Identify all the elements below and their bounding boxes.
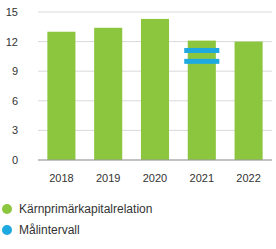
- y-tick-label: 6: [12, 95, 18, 107]
- plot-area: [47, 19, 262, 160]
- y-tick-label: 9: [12, 65, 18, 77]
- x-axis: [38, 160, 272, 161]
- y-tick-label: 3: [12, 124, 18, 136]
- x-tick-label: 2019: [96, 172, 120, 184]
- bar: [141, 19, 169, 160]
- x-tick-label: 2020: [143, 172, 167, 184]
- x-tick-label: 2022: [236, 172, 260, 184]
- bar: [47, 32, 75, 160]
- grid-line: [38, 160, 272, 161]
- target-interval-line: [184, 48, 219, 53]
- bar: [188, 41, 216, 160]
- x-tick-label: 2018: [49, 172, 73, 184]
- y-tick-label: 12: [6, 36, 18, 48]
- grid-line: [38, 12, 272, 13]
- target-interval-line: [184, 59, 219, 64]
- legend-label: Målintervall: [19, 223, 80, 237]
- bar: [235, 42, 263, 160]
- chart: 0 3 6 9 12 15 2018 2019 2020 2021 2022 Kärnprimärka…: [0, 0, 276, 249]
- legend-label: Kärnprimärkapitalrelation: [19, 202, 152, 216]
- x-tick-label: 2021: [190, 172, 214, 184]
- y-tick-label: 15: [6, 6, 18, 18]
- bar: [94, 28, 122, 160]
- y-tick-label: 0: [12, 154, 18, 166]
- legend-marker: [2, 204, 12, 214]
- legend-marker: [2, 225, 12, 235]
